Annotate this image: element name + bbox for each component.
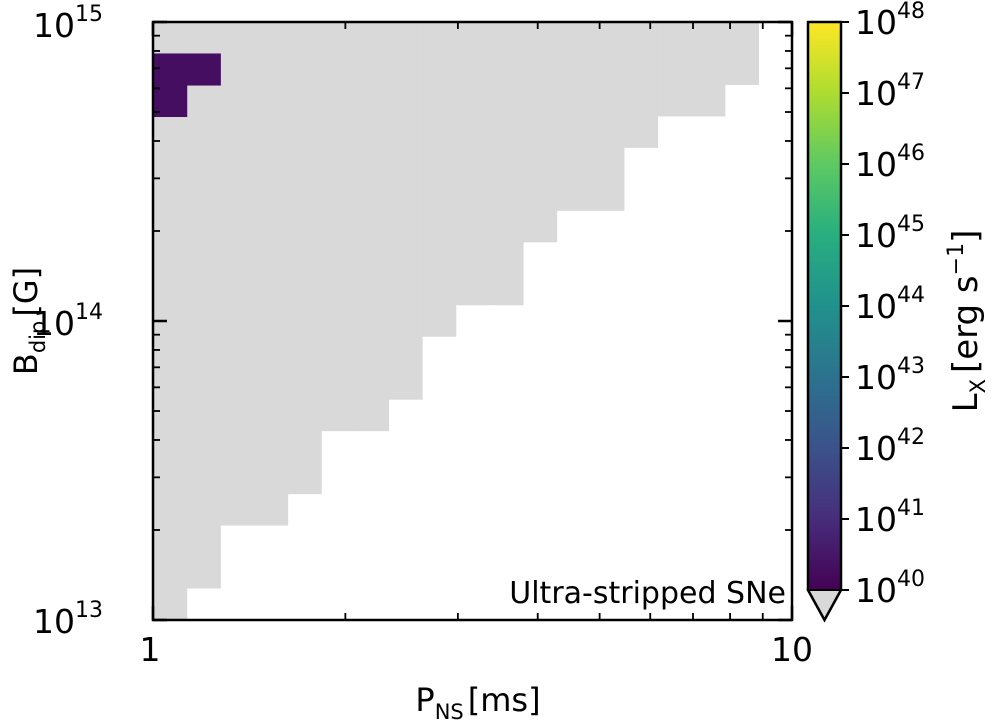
under-range-column (287, 22, 322, 495)
x-axis-label: PNS [ms] (415, 681, 540, 724)
under-range-column (455, 22, 490, 306)
under-range-column (253, 22, 289, 526)
colorbar-tick-label: 1041 (855, 496, 925, 539)
under-range-column (522, 22, 558, 243)
under-range-column (186, 22, 221, 589)
under-range-column (422, 22, 457, 337)
under-range-column (556, 22, 591, 211)
under-range-column (691, 22, 726, 117)
colorbar-tick-label: 1047 (855, 70, 925, 113)
y-tick-labels: 1013 1014 1015 (33, 2, 103, 641)
colorbar (806, 20, 843, 623)
axis-ticks (151, 20, 794, 622)
colorbar-tick-label: 1043 (855, 354, 925, 397)
luminosity-cell (153, 53, 188, 86)
under-range-column (354, 22, 390, 432)
under-range-column (321, 22, 356, 432)
colorbar-tick-label: 1048 (855, 0, 925, 42)
colorbar-tick-label: 1042 (855, 425, 925, 468)
annotation-label: Ultra-stripped SNe (509, 576, 786, 611)
colorbar-tick-labels: 1040 1041 1042 1043 1044 1045 1046 1047 1048 (855, 0, 925, 610)
colorbar-gradient (808, 22, 841, 590)
under-range-column (623, 22, 659, 148)
colorbar-tick-label: 1040 (855, 567, 925, 610)
under-range-column (489, 22, 524, 306)
y-tick-label-1e13: 1013 (33, 598, 103, 641)
under-range-column (724, 22, 759, 85)
colorbar-tick-label: 1044 (855, 283, 925, 326)
y-tick-label-1e14: 1014 (33, 300, 103, 343)
luminosity-cells (153, 53, 221, 118)
colorbar-ticks (841, 21, 849, 591)
colorbar-tick-label: 1046 (855, 141, 925, 184)
y-tick-label-1e15: 1015 (33, 2, 103, 45)
luminosity-cell (186, 53, 221, 86)
x-tick-label-1: 1 (140, 630, 161, 669)
colorbar-tick-label: 1045 (855, 212, 925, 255)
colorbar-frame (806, 20, 843, 623)
under-range-column (590, 22, 625, 211)
y-axis-label: Bdip[G] (7, 267, 50, 375)
under-range-column (657, 22, 692, 117)
under-range-column (220, 22, 255, 526)
heatmap-cells (153, 22, 759, 620)
x-tick-label-10: 10 (771, 630, 813, 669)
under-range-column (388, 22, 423, 400)
colorbar-label: LX[erg s−1] (944, 230, 990, 413)
